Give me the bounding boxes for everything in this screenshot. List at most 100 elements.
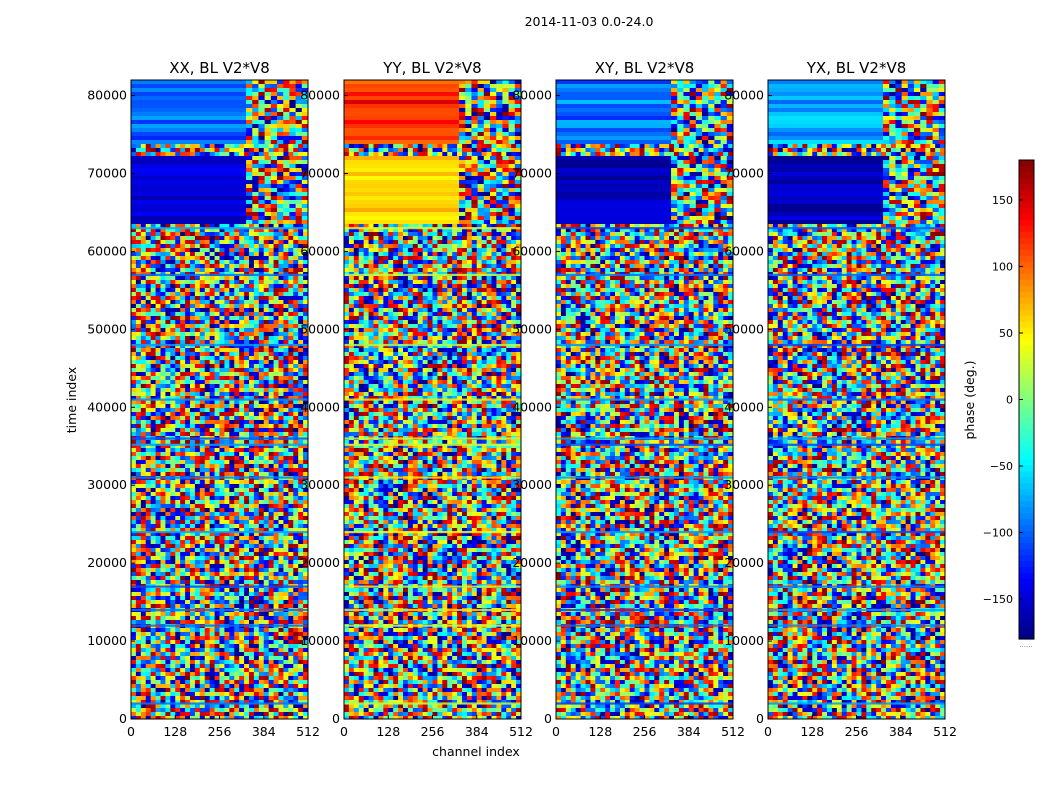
x-tick-label: 256 <box>421 724 445 739</box>
colorbar-segment <box>1019 621 1034 628</box>
x-tick-label: 0 <box>764 724 772 739</box>
colorbar-segment <box>1019 567 1034 574</box>
colorbar-segment <box>1019 165 1034 173</box>
y-tick-label: 0 <box>119 711 127 726</box>
colorbar-segment <box>1019 225 1034 233</box>
colorbar-tick-label: −100 <box>983 527 1013 540</box>
y-tick-label: 30000 <box>724 477 764 492</box>
panel-title: YX, BL V2*V8 <box>806 59 907 77</box>
colorbar-segment <box>1019 579 1034 586</box>
colorbar-segment <box>1019 189 1034 197</box>
panel-title: XY, BL V2*V8 <box>595 59 695 77</box>
colorbar-segment <box>1019 195 1034 203</box>
x-tick-label: 0 <box>552 724 560 739</box>
y-tick-label: 70000 <box>512 166 552 181</box>
colorbar-segment <box>1019 160 1034 167</box>
panel-title: YY, BL V2*V8 <box>382 59 481 77</box>
colorbar-label: phase (deg.) <box>962 361 977 440</box>
colorbar-segment <box>1019 627 1034 634</box>
colorbar-segment <box>1019 429 1034 437</box>
colorbar-segment <box>1019 177 1034 185</box>
colorbar-segment <box>1019 243 1034 251</box>
x-tick-label: 384 <box>252 724 276 739</box>
x-tick-label: 512 <box>296 724 320 739</box>
colorbar-segment <box>1019 213 1034 221</box>
colorbar-segment <box>1019 603 1034 610</box>
colorbar-segment <box>1019 591 1034 598</box>
y-tick-label: 70000 <box>724 166 764 181</box>
colorbar-tick-label: 150 <box>992 194 1013 207</box>
x-tick-label: 0 <box>340 724 348 739</box>
colorbar-segment <box>1019 405 1034 413</box>
colorbar-segment <box>1019 357 1034 365</box>
heatmap-xx <box>131 80 308 719</box>
panel-xy: XY, BL V2*V8 0 128 256 384 512 0 10000 20000 3000… <box>512 59 745 739</box>
colorbar-segment <box>1019 291 1034 299</box>
colorbar-segment <box>1019 615 1034 622</box>
colorbar-segment <box>1019 351 1034 359</box>
x-tick-label: 384 <box>889 724 913 739</box>
panel-title: XX, BL V2*V8 <box>169 59 270 77</box>
colorbar-tick-label: 50 <box>999 327 1013 340</box>
colorbar-segment <box>1019 549 1034 556</box>
colorbar-segment <box>1019 423 1034 431</box>
x-tick-label: 384 <box>677 724 701 739</box>
y-tick-label: 60000 <box>512 243 552 258</box>
colorbar-segment <box>1019 471 1034 478</box>
colorbar-segment <box>1019 255 1034 263</box>
y-tick-label: 50000 <box>300 321 340 336</box>
panel-yx: YX, BL V2*V8 0 128 256 384 512 0 10000 20000 3000… <box>724 59 957 739</box>
colorbar-segment <box>1019 417 1034 425</box>
colorbar-segment <box>1019 573 1034 580</box>
y-tick-label: 20000 <box>87 555 127 570</box>
colorbar-tick-label: −50 <box>990 460 1013 473</box>
y-tick-label: 50000 <box>724 321 764 336</box>
colorbar-segment <box>1019 339 1034 347</box>
colorbar-segment <box>1019 369 1034 377</box>
colorbar-segment <box>1019 303 1034 311</box>
colorbar-tick-label: 0 <box>1006 394 1013 407</box>
colorbar-segment <box>1019 561 1034 568</box>
y-tick-label: 20000 <box>724 555 764 570</box>
colorbar-segment <box>1019 237 1034 245</box>
colorbar: −150 −100 −50 0 50 100 150 <box>983 159 1035 640</box>
x-tick-label: 256 <box>208 724 232 739</box>
colorbar-segment <box>1019 585 1034 592</box>
colorbar-segment <box>1019 279 1034 287</box>
colorbar-segment <box>1019 309 1034 317</box>
colorbar-segment <box>1019 609 1034 616</box>
colorbar-segment <box>1019 321 1034 329</box>
colorbar-segment <box>1019 345 1034 353</box>
heatmap-yy <box>344 80 521 719</box>
colorbar-segment <box>1019 261 1034 269</box>
y-tick-label: 0 <box>544 711 552 726</box>
colorbar-segment <box>1019 447 1034 454</box>
y-tick-label: 60000 <box>87 243 127 258</box>
x-tick-label: 512 <box>509 724 533 739</box>
y-tick-label: 80000 <box>512 88 552 103</box>
y-tick-label: 20000 <box>512 555 552 570</box>
colorbar-segment <box>1019 201 1034 209</box>
colorbar-segment <box>1019 501 1034 508</box>
colorbar-segment <box>1019 513 1034 520</box>
y-tick-label: 80000 <box>724 88 764 103</box>
y-tick-label: 80000 <box>87 88 127 103</box>
colorbar-segment <box>1019 483 1034 490</box>
colorbar-segment <box>1019 441 1034 448</box>
y-tick-label: 10000 <box>87 633 127 648</box>
colorbar-segment <box>1019 375 1034 383</box>
colorbar-segment <box>1019 249 1034 257</box>
heatmap-yx <box>768 80 945 719</box>
colorbar-segment <box>1019 315 1034 323</box>
colorbar-segment <box>1019 231 1034 239</box>
y-tick-label: 30000 <box>512 477 552 492</box>
colorbar-segment <box>1019 465 1034 472</box>
colorbar-segment <box>1019 399 1034 407</box>
y-tick-label: 10000 <box>300 633 340 648</box>
colorbar-segment <box>1019 285 1034 293</box>
colorbar-segment <box>1019 477 1034 484</box>
x-tick-label: 128 <box>163 724 187 739</box>
panel-xx: XX, BL V2*V8 0 128 256 384 512 0 10000 20000 3000… <box>87 59 320 739</box>
y-tick-label: 50000 <box>512 321 552 336</box>
